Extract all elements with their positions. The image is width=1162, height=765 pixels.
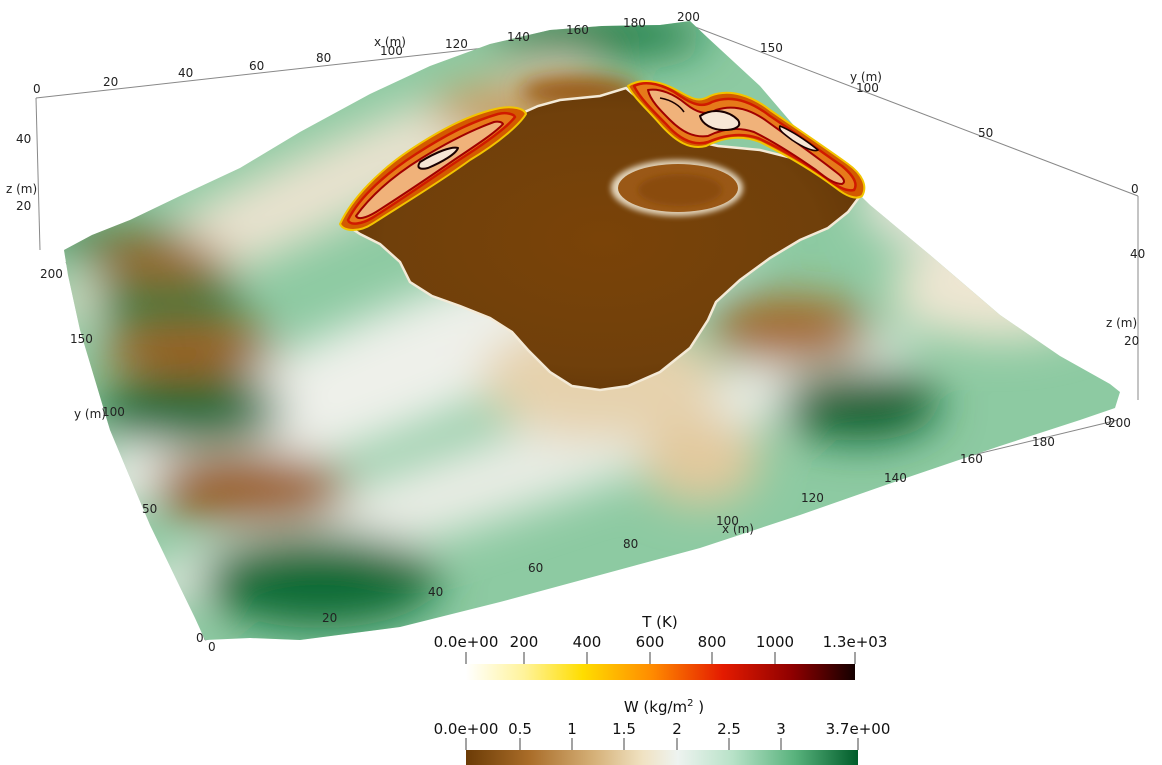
- right-y-tick-150: 150: [760, 41, 783, 55]
- bottom-x-tick-60: 60: [528, 561, 543, 575]
- top-x-tick-60: 60: [249, 59, 264, 73]
- bottom-x-tick-160: 160: [960, 452, 983, 466]
- water-load-colorbar: W (kg/m2 ) 0.0e+00 0.5 1 1.5 2 2.5 3 3.7…: [434, 698, 891, 765]
- bottom-x-tick-180: 180: [1032, 435, 1055, 449]
- burned-area: [343, 86, 862, 392]
- right-z-axis: z (m) 40 20 0: [1104, 247, 1145, 428]
- fire-front-right: [627, 80, 866, 199]
- temperature-tick-marks: [465, 652, 856, 664]
- top-x-tick-100: 100: [380, 44, 403, 58]
- top-x-axis-title: x (m): [374, 35, 406, 49]
- water-load-tick-label: 2: [672, 720, 682, 738]
- bottom-x-tick-140: 140: [884, 471, 907, 485]
- left-z-axis-title: z (m): [6, 182, 37, 196]
- top-x-tick-0: 0: [33, 82, 41, 96]
- bottom-x-axis-title: x (m): [722, 522, 754, 536]
- temperature-tick-label: 1000: [756, 633, 794, 651]
- temperature-tick-label: 600: [636, 633, 665, 651]
- top-x-axis: x (m) 0 20 40 60 80 100 120 140 160 180 …: [33, 10, 700, 96]
- left-y-tick-100: 100: [102, 405, 125, 419]
- water-load-tick-label: 0.5: [508, 720, 532, 738]
- water-load-tick-label: 1.5: [612, 720, 636, 738]
- fire-front-left: [339, 106, 527, 231]
- temperature-tick-label: 1.3e+03: [823, 633, 888, 651]
- water-load-tick-label: 2.5: [717, 720, 741, 738]
- top-x-tick-140: 140: [507, 30, 530, 44]
- left-z-tick-40: 40: [16, 132, 31, 146]
- right-z-tick-40: 40: [1130, 247, 1145, 261]
- right-y-axis-title: y (m): [850, 70, 882, 84]
- right-y-tick-50: 50: [978, 126, 993, 140]
- left-y-tick-150: 150: [70, 332, 93, 346]
- temperature-colorbar-title: T (K): [641, 613, 677, 631]
- left-z-axis: z (m) 40 20: [6, 132, 37, 213]
- top-x-tick-80: 80: [316, 51, 331, 65]
- top-x-tick-180: 180: [623, 16, 646, 30]
- right-y-tick-0: 0: [1131, 182, 1139, 196]
- temperature-colorbar: T (K) 0.0e+00 200 400 600 800 1000 1.3e+…: [434, 613, 888, 680]
- water-load-colorbar-title: W (kg/m2 ): [624, 698, 704, 716]
- left-z-tick-20: 20: [16, 199, 31, 213]
- water-load-tick-marks: [465, 738, 859, 750]
- temperature-colorbar-scale: [466, 664, 855, 680]
- top-x-tick-20: 20: [103, 75, 118, 89]
- top-x-tick-200: 200: [677, 10, 700, 24]
- right-z-tick-0: 0: [1104, 414, 1112, 428]
- temperature-tick-label: 400: [573, 633, 602, 651]
- right-z-axis-title: z (m): [1106, 316, 1137, 330]
- bottom-x-tick-80: 80: [623, 537, 638, 551]
- top-x-tick-160: 160: [566, 23, 589, 37]
- bottom-x-tick-100: 100: [716, 514, 739, 528]
- water-load-tick-label: 3.7e+00: [826, 720, 891, 738]
- bottom-x-tick-120: 120: [801, 491, 824, 505]
- left-y-tick-200: 200: [40, 267, 63, 281]
- left-y-axis-title: y (m): [74, 407, 106, 421]
- temperature-tick-label: 0.0e+00: [434, 633, 499, 651]
- bottom-x-axis: x (m) 0 20 40 60 80 100 120 140 160 180 …: [208, 416, 1131, 654]
- right-z-tick-20: 20: [1124, 334, 1139, 348]
- water-load-tick-label: 3: [776, 720, 786, 738]
- left-y-tick-0: 0: [196, 631, 204, 645]
- right-y-axis: y (m) 150 100 50 0: [760, 41, 1139, 196]
- water-load-tick-label: 1: [567, 720, 577, 738]
- bottom-x-tick-40: 40: [428, 585, 443, 599]
- water-load-colorbar-scale: [466, 750, 858, 765]
- left-y-axis: y (m) 200 150 100 50 0: [40, 267, 204, 645]
- temperature-tick-label: 200: [510, 633, 539, 651]
- water-load-tick-label: 0.0e+00: [434, 720, 499, 738]
- bottom-x-tick-0: 0: [208, 640, 216, 654]
- bottom-x-tick-200: 200: [1108, 416, 1131, 430]
- top-x-tick-120: 120: [445, 37, 468, 51]
- left-y-tick-50: 50: [142, 502, 157, 516]
- top-x-tick-40: 40: [178, 66, 193, 80]
- bottom-x-tick-20: 20: [322, 611, 337, 625]
- right-y-tick-100: 100: [856, 81, 879, 95]
- temperature-tick-label: 800: [698, 633, 727, 651]
